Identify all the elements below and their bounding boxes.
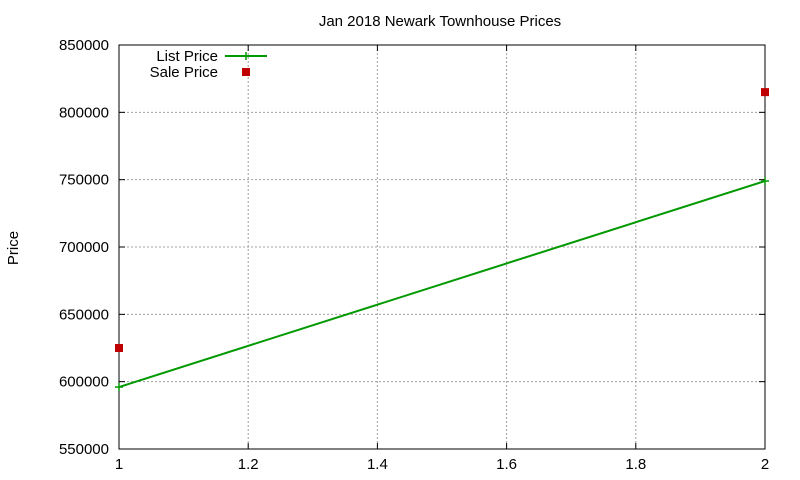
x-tick-label: 1.2 <box>238 456 259 473</box>
axis-ticks: 1 1.2 1.4 1.6 1.8 2 550000 600000 650000 700000 75… <box>59 37 769 473</box>
x-tick-label: 1.6 <box>496 456 517 473</box>
sale-price-point <box>761 88 769 97</box>
y-tick-label: 850000 <box>59 37 109 54</box>
y-tick-label: 750000 <box>59 172 109 189</box>
series-layer <box>115 88 769 392</box>
list-price-point <box>115 383 123 392</box>
list-price-point <box>761 177 769 186</box>
x-tick-label: 1.8 <box>625 456 646 473</box>
legend-label-list-price: List Price <box>156 48 218 65</box>
grid <box>119 45 765 449</box>
y-tick-label: 550000 <box>59 441 109 458</box>
x-tick-label: 2 <box>761 456 769 473</box>
chart-title: Jan 2018 Newark Townhouse Prices <box>319 13 561 30</box>
sale-price-point <box>115 344 123 352</box>
y-tick-label: 800000 <box>59 104 109 121</box>
x-tick-label: 1.4 <box>367 456 388 473</box>
y-tick-label: 600000 <box>59 374 109 391</box>
legend-label-sale-price: Sale Price <box>150 64 218 81</box>
y-axis-label: Price <box>5 231 22 265</box>
y-tick-label: 700000 <box>59 239 109 256</box>
legend-marker-sale-price <box>242 68 250 76</box>
y-tick-label: 650000 <box>59 306 109 323</box>
legend-marker-list-price <box>242 52 250 60</box>
x-tick-label: 1 <box>115 456 123 473</box>
list-price-line <box>118 180 766 389</box>
